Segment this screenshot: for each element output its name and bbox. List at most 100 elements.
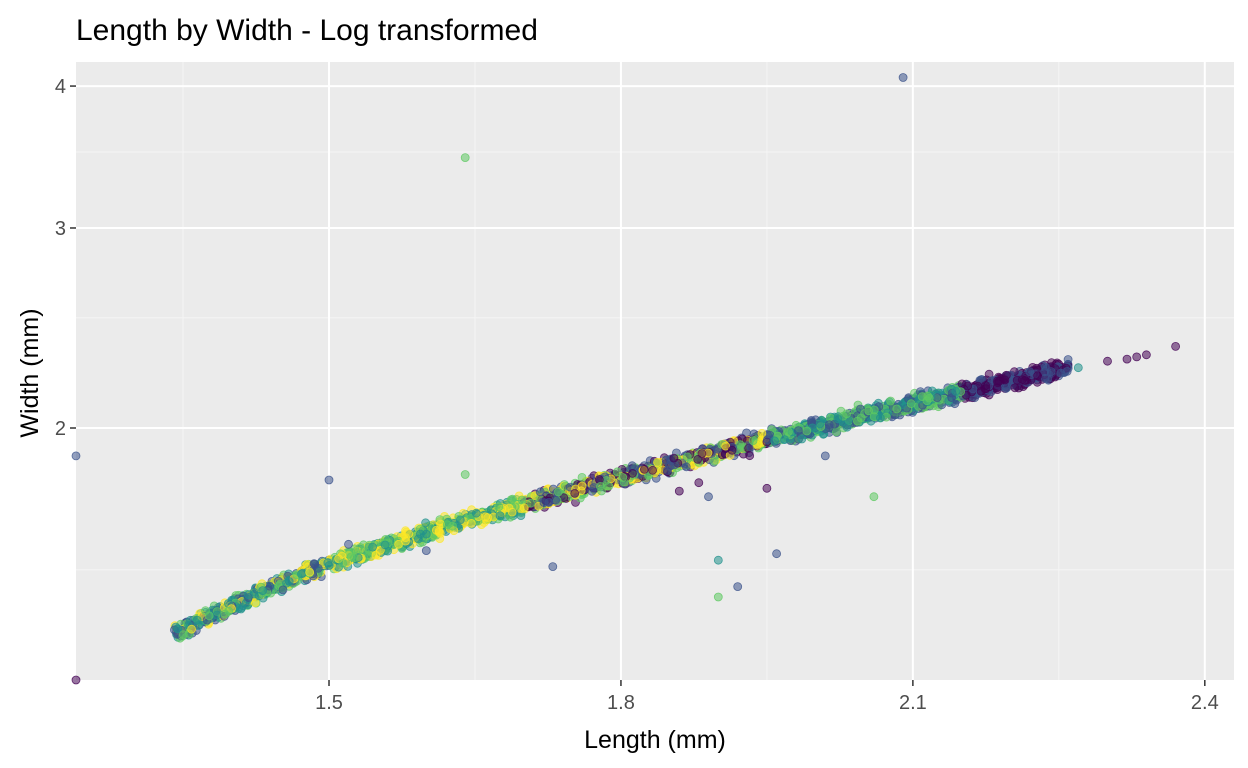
data-point bbox=[784, 427, 793, 437]
data-point bbox=[1056, 368, 1066, 378]
data-point bbox=[380, 540, 390, 550]
outlier-point bbox=[548, 562, 558, 571]
data-points bbox=[71, 73, 1180, 685]
x-tick-label: 1.5 bbox=[315, 692, 343, 714]
data-point bbox=[483, 513, 493, 522]
data-point bbox=[368, 542, 378, 552]
outlier-point bbox=[1171, 341, 1180, 351]
data-point bbox=[963, 381, 973, 391]
data-point bbox=[278, 585, 288, 595]
outlier-point bbox=[713, 592, 723, 602]
outlier-point bbox=[460, 153, 470, 163]
data-point bbox=[494, 502, 504, 512]
data-point bbox=[853, 416, 862, 426]
data-point bbox=[682, 452, 692, 462]
outlier-point bbox=[1122, 354, 1132, 364]
data-point bbox=[192, 615, 202, 625]
y-axis-label: Width (mm) bbox=[16, 308, 44, 437]
data-point bbox=[250, 598, 260, 607]
data-point bbox=[587, 486, 597, 496]
data-point bbox=[669, 453, 679, 463]
y-tick-label: 2 bbox=[55, 418, 66, 440]
data-point bbox=[763, 435, 772, 445]
data-point bbox=[310, 559, 320, 569]
data-point bbox=[780, 435, 789, 445]
outlier-point bbox=[869, 492, 879, 502]
data-point bbox=[421, 518, 431, 528]
x-axis-label: Length (mm) bbox=[584, 726, 726, 754]
outlier-point bbox=[71, 675, 81, 685]
outlier-point bbox=[324, 475, 334, 485]
axis-ticks: 1.5 1.8 2.1 2.4 2 3 4 bbox=[55, 76, 1219, 714]
outlier-point bbox=[713, 555, 723, 565]
data-point bbox=[1002, 370, 1011, 380]
data-point bbox=[951, 386, 961, 396]
outlier-point bbox=[460, 470, 470, 479]
data-point bbox=[495, 511, 505, 521]
data-point bbox=[415, 529, 425, 539]
data-point bbox=[519, 503, 529, 513]
data-point bbox=[577, 481, 587, 491]
data-point bbox=[710, 456, 719, 466]
outlier-point bbox=[71, 451, 81, 461]
data-point bbox=[665, 462, 674, 471]
data-point bbox=[721, 441, 731, 451]
outlier-point bbox=[898, 73, 908, 82]
data-point bbox=[350, 544, 360, 554]
outlier-point bbox=[733, 582, 743, 591]
data-point bbox=[648, 465, 657, 475]
data-point bbox=[697, 449, 707, 458]
data-point bbox=[892, 404, 902, 414]
data-point bbox=[212, 610, 222, 620]
data-point bbox=[727, 445, 737, 455]
data-point bbox=[693, 454, 703, 464]
data-point bbox=[748, 436, 758, 446]
data-point bbox=[577, 472, 587, 482]
data-point bbox=[305, 567, 315, 577]
data-point bbox=[815, 419, 825, 429]
data-point bbox=[993, 378, 1003, 388]
outlier-point bbox=[344, 539, 353, 549]
data-point bbox=[201, 606, 210, 615]
outlier-point bbox=[1132, 352, 1142, 362]
data-point bbox=[434, 527, 444, 537]
chart-title: Length by Width - Log transformed bbox=[76, 14, 538, 47]
data-point bbox=[570, 488, 580, 498]
data-point bbox=[297, 569, 306, 579]
data-point bbox=[628, 468, 637, 478]
data-point bbox=[507, 507, 517, 517]
data-point bbox=[455, 515, 465, 525]
y-tick-label: 3 bbox=[55, 218, 66, 240]
data-point bbox=[794, 426, 803, 436]
data-point bbox=[802, 426, 812, 436]
data-point bbox=[745, 451, 755, 461]
outlier-point bbox=[772, 549, 781, 559]
data-point bbox=[323, 558, 333, 568]
data-point bbox=[187, 624, 197, 634]
data-point bbox=[243, 590, 253, 599]
x-tick-label: 2.1 bbox=[899, 692, 927, 714]
data-point bbox=[1012, 375, 1022, 385]
data-point bbox=[371, 550, 381, 560]
data-point bbox=[770, 436, 779, 446]
data-point bbox=[506, 495, 516, 505]
data-point bbox=[876, 413, 885, 423]
data-point bbox=[224, 606, 234, 616]
data-point bbox=[526, 498, 536, 508]
data-point bbox=[265, 581, 275, 591]
data-point bbox=[612, 467, 622, 477]
data-point bbox=[349, 553, 359, 563]
data-point bbox=[544, 498, 554, 507]
x-tick-label: 1.8 bbox=[607, 692, 635, 714]
data-point bbox=[906, 399, 916, 409]
data-point bbox=[596, 481, 605, 491]
data-point bbox=[735, 440, 745, 450]
outlier-point bbox=[762, 483, 772, 493]
outlier-point bbox=[1142, 350, 1151, 360]
data-point bbox=[1025, 367, 1035, 377]
outlier-point bbox=[704, 492, 713, 502]
outlier-point bbox=[421, 546, 431, 555]
data-point bbox=[554, 487, 563, 497]
data-point bbox=[517, 495, 527, 505]
